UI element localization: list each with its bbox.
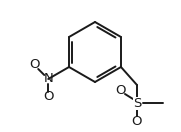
Text: O: O bbox=[116, 84, 126, 96]
Text: S: S bbox=[133, 96, 141, 110]
Text: N: N bbox=[43, 72, 53, 86]
Text: O: O bbox=[43, 91, 53, 103]
Text: O: O bbox=[132, 114, 142, 128]
Text: O: O bbox=[29, 58, 39, 72]
